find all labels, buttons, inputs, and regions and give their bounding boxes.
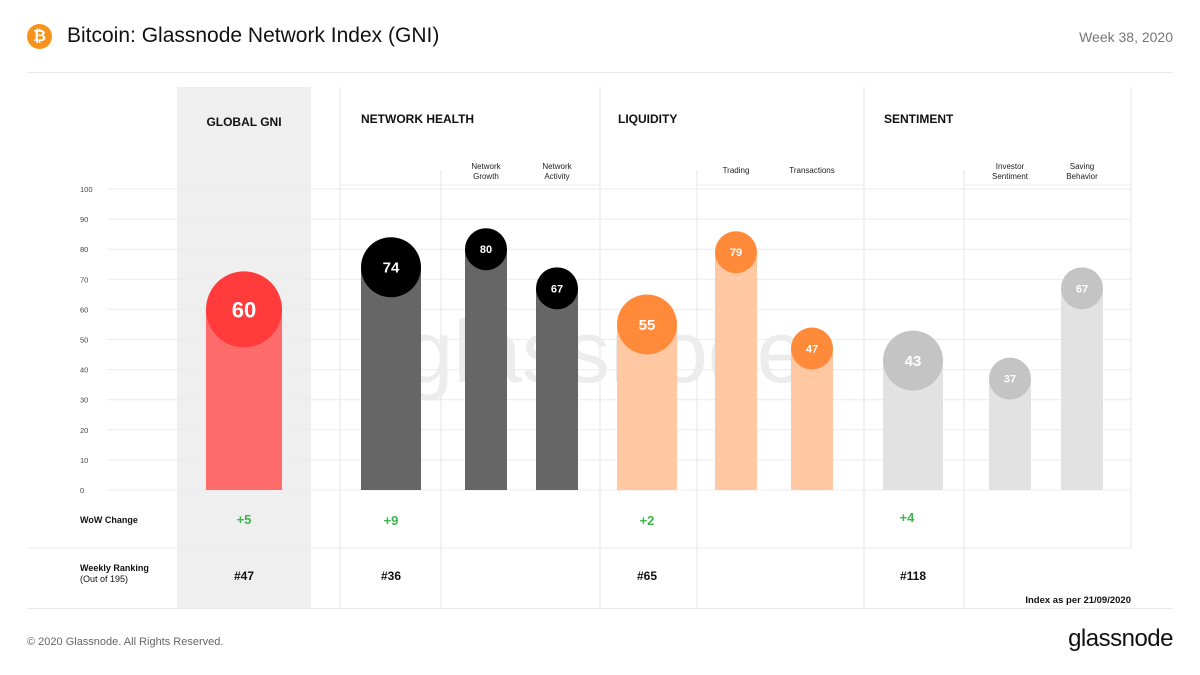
value-bubble	[1061, 267, 1103, 310]
ranking-row-label: Weekly Ranking	[80, 563, 149, 573]
bitcoin-icon: ₿	[27, 24, 52, 49]
page-title: Bitcoin: Glassnode Network Index (GNI)	[67, 24, 440, 47]
ranking-row-sublabel: (Out of 195)	[80, 574, 128, 584]
weekly-ranking-value: #118	[900, 569, 926, 583]
y-tick-label: 10	[80, 456, 88, 465]
value-bubble	[206, 271, 282, 348]
weekly-ranking-value: #65	[637, 569, 657, 583]
y-tick-label: 70	[80, 275, 88, 284]
data-label: 67	[551, 283, 563, 295]
y-tick-label: 50	[80, 336, 88, 345]
bar	[791, 348, 833, 490]
data-label: 80	[480, 244, 492, 256]
sub-index-label: Trading	[723, 166, 750, 175]
y-tick-label: 90	[80, 215, 88, 224]
sub-index-label: Network	[471, 162, 501, 171]
bar	[361, 267, 421, 490]
weekly-ranking-value: #47	[234, 569, 254, 583]
wow-change-value: +5	[237, 512, 252, 527]
value-bubble	[617, 294, 677, 355]
y-tick-label: 40	[80, 366, 88, 375]
data-label: 55	[639, 317, 656, 334]
wow-change-value: +4	[900, 510, 916, 525]
sub-index-label: Saving	[1070, 162, 1094, 171]
y-tick-label: 20	[80, 426, 88, 435]
section-title: GLOBAL GNI	[206, 115, 281, 129]
value-bubble	[536, 267, 578, 310]
sub-index-label: Transactions	[789, 166, 835, 175]
y-tick-label: 60	[80, 305, 88, 314]
data-label: 37	[1004, 374, 1016, 386]
bar	[536, 288, 578, 490]
footer-divider	[27, 608, 1173, 609]
copyright: © 2020 Glassnode. All Rights Reserved.	[27, 636, 224, 648]
data-label: 79	[730, 247, 742, 259]
data-label: 60	[232, 297, 256, 322]
y-tick-label: 30	[80, 396, 88, 405]
data-label: 67	[1076, 283, 1088, 295]
value-bubble	[883, 330, 943, 391]
index-date-note: Index as per 21/09/2020	[1025, 595, 1131, 606]
value-bubble	[361, 237, 421, 298]
section-title: SENTIMENT	[884, 112, 954, 126]
bar	[715, 252, 757, 490]
sub-index-label: Network	[542, 162, 572, 171]
sub-index-label: Activity	[544, 172, 569, 181]
bar	[1061, 288, 1103, 490]
bar	[465, 249, 507, 490]
glassnode-logo: glassnode	[1068, 625, 1173, 652]
sub-index-label: Growth	[473, 172, 499, 181]
value-bubble	[465, 228, 507, 271]
value-bubble	[989, 357, 1031, 400]
value-bubble	[791, 327, 833, 370]
data-label: 43	[905, 353, 922, 370]
wow-row-label: WoW Change	[80, 515, 138, 525]
y-tick-label: 80	[80, 245, 88, 254]
wow-change-value: +9	[384, 513, 399, 528]
section-title: LIQUIDITY	[618, 112, 677, 126]
sub-index-label: Behavior	[1066, 172, 1098, 181]
y-tick-label: 100	[80, 185, 93, 194]
week-label: Week 38, 2020	[1079, 29, 1173, 45]
wow-change-value: +2	[640, 513, 655, 528]
y-tick-label: 0	[80, 486, 84, 495]
data-label: 74	[383, 260, 400, 277]
weekly-ranking-value: #36	[381, 569, 401, 583]
sub-index-label: Sentiment	[992, 172, 1029, 181]
header-divider	[27, 72, 1173, 73]
section-title: NETWORK HEALTH	[361, 112, 474, 126]
data-label: 47	[806, 343, 818, 355]
sub-index-label: Investor	[996, 162, 1025, 171]
value-bubble	[715, 231, 757, 274]
